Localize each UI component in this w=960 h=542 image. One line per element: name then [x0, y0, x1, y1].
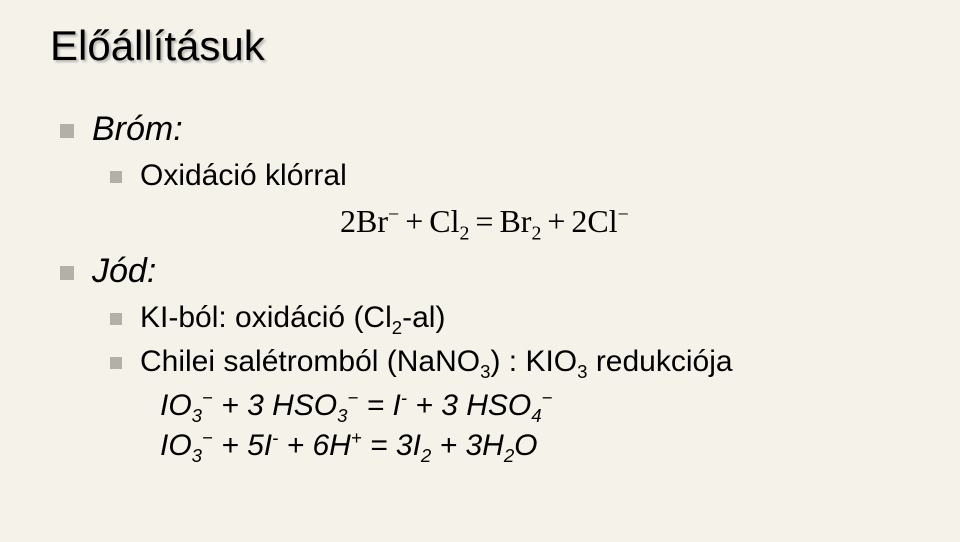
- equation-io3-hso3: IO3− + 3 HSO3− = I- + 3 HSO4−: [160, 389, 910, 423]
- eq-sup: −: [347, 387, 358, 408]
- eq-sub: 3: [192, 445, 202, 466]
- eq-part: + 5I: [213, 429, 272, 462]
- eq-part: = I: [358, 389, 401, 422]
- eq-part: + 6H: [278, 429, 351, 462]
- text-sub: 3: [480, 361, 490, 382]
- eq-op: +: [399, 203, 429, 239]
- eq-sup: −: [618, 203, 629, 225]
- eq-sub: 2: [531, 222, 541, 244]
- equation-io3-i: IO3− + 5I- + 6H+ = 3I2 + 3H2O: [160, 429, 910, 463]
- text-sub: 2: [392, 317, 402, 338]
- eq-sub: 3: [192, 405, 202, 426]
- eq-part: = 3I: [362, 429, 421, 462]
- eq-part: 2: [571, 203, 587, 239]
- eq-part: IO: [160, 389, 192, 422]
- eq-part: Br: [499, 203, 531, 239]
- bullet-chilei-label: Chilei salétromból (NaNO3) : KIO3 redukc…: [140, 345, 733, 379]
- bullet-brom-oxid: Oxidáció klórral: [110, 159, 910, 193]
- square-bullet-icon: [110, 357, 122, 369]
- bullet-brom-label: Bróm:: [92, 110, 183, 149]
- eq-op: +: [541, 203, 571, 239]
- text-part: ) : KIO: [490, 345, 577, 378]
- bullet-brom: Bróm:: [60, 110, 910, 149]
- eq-op: =: [469, 203, 499, 239]
- eq-sup: −: [202, 387, 213, 408]
- eq-part: Cl: [429, 203, 459, 239]
- eq-part: + 3 HSO: [213, 389, 337, 422]
- eq-part: + 3H: [431, 429, 504, 462]
- eq-part: Cl: [587, 203, 617, 239]
- bullet-jod: Jód:: [60, 252, 910, 291]
- square-bullet-icon: [110, 171, 122, 183]
- eq-sup: −: [388, 203, 399, 225]
- eq-part: 2: [340, 203, 356, 239]
- square-bullet-icon: [60, 124, 74, 138]
- bullet-chilei: Chilei salétromból (NaNO3) : KIO3 redukc…: [110, 345, 910, 379]
- equation-br-cl: 2Br−+Cl2=Br2+2Cl−: [50, 203, 910, 240]
- bullet-ki-bol-label: KI-ból: oxidáció (Cl2-al): [140, 301, 445, 335]
- eq-part: IO: [160, 429, 192, 462]
- text-part: -al): [402, 301, 445, 334]
- bullet-jod-label: Jód:: [92, 252, 156, 291]
- eq-sub: 2: [504, 445, 514, 466]
- eq-part: + 3 HSO: [407, 389, 531, 422]
- eq-sub: 2: [459, 222, 469, 244]
- text-part: redukciója: [587, 345, 732, 378]
- bullet-brom-oxid-label: Oxidáció klórral: [140, 159, 347, 193]
- eq-sub: 2: [421, 445, 431, 466]
- slide: Előállításuk Bróm: Oxidáció klórral 2Br−…: [0, 0, 960, 542]
- text-part: KI-ból: oxidáció (Cl: [140, 301, 392, 334]
- eq-sub: 4: [531, 405, 541, 426]
- eq-sup: −: [202, 427, 213, 448]
- eq-part: O: [514, 429, 537, 462]
- eq-sub: 3: [337, 405, 347, 426]
- eq-sup: +: [351, 427, 362, 448]
- square-bullet-icon: [60, 266, 74, 280]
- slide-title: Előállításuk: [50, 22, 910, 70]
- eq-sup: −: [542, 387, 553, 408]
- eq-part: Br: [356, 203, 388, 239]
- text-sub: 3: [577, 361, 587, 382]
- bullet-ki-bol: KI-ból: oxidáció (Cl2-al): [110, 301, 910, 335]
- square-bullet-icon: [110, 313, 122, 325]
- text-part: Chilei salétromból (NaNO: [140, 345, 480, 378]
